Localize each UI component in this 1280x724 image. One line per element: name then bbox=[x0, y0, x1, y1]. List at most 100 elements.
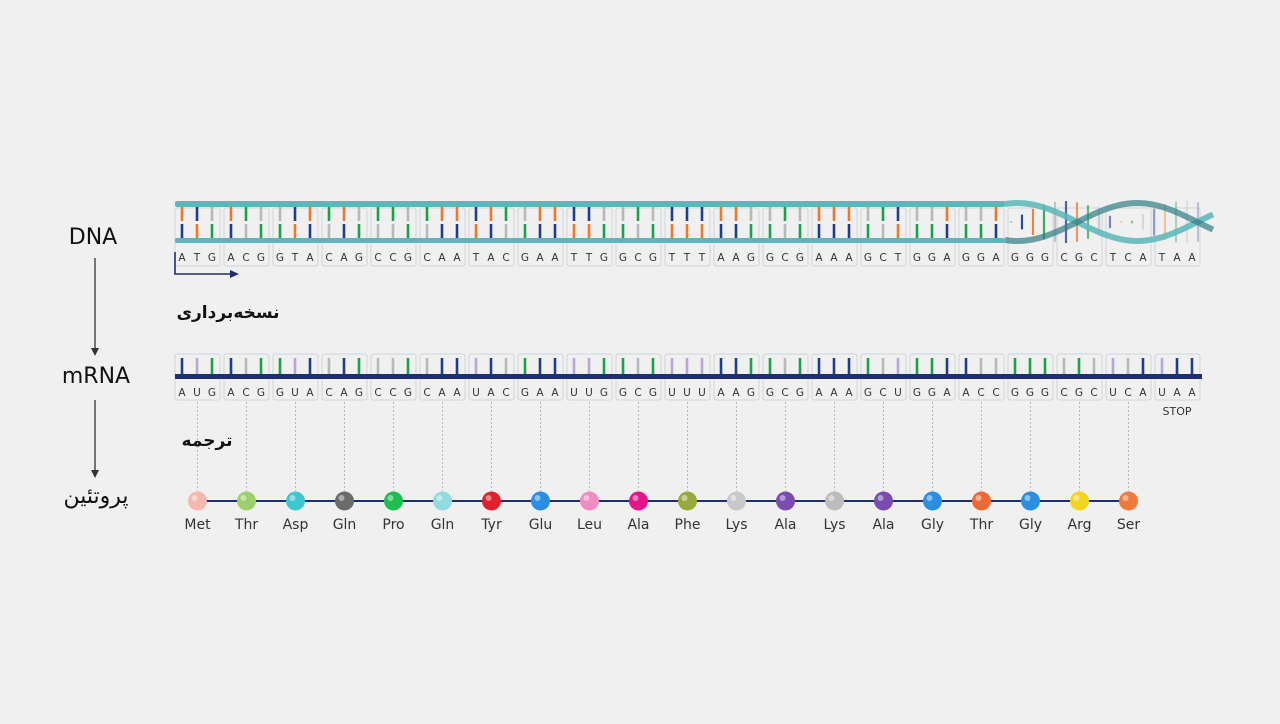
mrna-base-letter: U bbox=[698, 387, 706, 399]
dna-base-letter: G bbox=[600, 252, 608, 264]
amino-acid-bead bbox=[531, 491, 550, 511]
amino-acid-label: Met bbox=[184, 517, 211, 533]
amino-acid-label: Ala bbox=[774, 517, 796, 533]
dna-base-letter: C bbox=[1090, 252, 1097, 264]
mrna-base-letter: C bbox=[325, 387, 332, 399]
mrna-base-letter: A bbox=[943, 387, 951, 399]
mrna-base-letter: G bbox=[649, 387, 657, 399]
dna-base-letter: A bbox=[845, 252, 853, 264]
dna-base-letter: A bbox=[815, 252, 823, 264]
dna-base-letter: G bbox=[521, 252, 529, 264]
mrna-base-letter: C bbox=[1090, 387, 1097, 399]
amino-acid-label: Asp bbox=[283, 517, 309, 533]
amino-acid-bead bbox=[335, 491, 354, 511]
bead-highlight bbox=[1024, 495, 1031, 501]
amino-acid-bead bbox=[1119, 491, 1138, 511]
amino-acid-label: Ala bbox=[872, 517, 894, 533]
dna-base-letter: A bbox=[1188, 252, 1196, 264]
amino-acid-bead bbox=[482, 491, 501, 511]
dna-base-letter: G bbox=[747, 252, 755, 264]
dna-base-letter: G bbox=[276, 252, 284, 264]
dna-base-letter: G bbox=[619, 252, 627, 264]
dna-base-letter: A bbox=[340, 252, 348, 264]
mrna-base-letter: G bbox=[355, 387, 363, 399]
bead-highlight bbox=[534, 495, 541, 501]
mrna-base-letter: A bbox=[1188, 387, 1196, 399]
bead-highlight bbox=[485, 495, 492, 501]
bead-highlight bbox=[240, 495, 247, 501]
amino-acid-label: Pro bbox=[382, 517, 404, 533]
bead-highlight bbox=[632, 495, 639, 501]
mrna-base-letter: G bbox=[208, 387, 216, 399]
mrna-base-letter: A bbox=[306, 387, 314, 399]
bead-highlight bbox=[191, 495, 198, 501]
dna-base-letter: T bbox=[1109, 252, 1117, 264]
bead-highlight bbox=[877, 495, 884, 501]
dna-base-letter: A bbox=[227, 252, 235, 264]
dna-base-letter: T bbox=[193, 252, 201, 264]
amino-acid-label: Ser bbox=[1117, 517, 1141, 533]
dna-base-letter: G bbox=[913, 252, 921, 264]
amino-acid-label: Arg bbox=[1068, 517, 1092, 533]
dna-base-letter: C bbox=[781, 252, 788, 264]
dna-base-letter: T bbox=[683, 252, 691, 264]
dna-base-letter: G bbox=[355, 252, 363, 264]
mrna-base-letter: G bbox=[747, 387, 755, 399]
amino-acid-bead bbox=[825, 491, 844, 511]
bead-highlight bbox=[828, 495, 835, 501]
amino-acid-bead bbox=[776, 491, 795, 511]
mrna-base-letter: G bbox=[619, 387, 627, 399]
mrna-base-letter: C bbox=[781, 387, 788, 399]
dna-base-letter: C bbox=[502, 252, 509, 264]
mrna-base-letter: A bbox=[845, 387, 853, 399]
mrna-base-letter: G bbox=[1041, 387, 1049, 399]
dna-codon-box bbox=[1007, 207, 1054, 267]
mrna-base-letter: A bbox=[178, 387, 186, 399]
mrna-base-letter: A bbox=[438, 387, 446, 399]
dna-base-letter: A bbox=[551, 252, 559, 264]
dna-base-letter: G bbox=[1011, 252, 1019, 264]
mrna-base-letter: C bbox=[977, 387, 984, 399]
dna-base-letter: G bbox=[208, 252, 216, 264]
mrna-base-letter: C bbox=[423, 387, 430, 399]
amino-acid-label: Gln bbox=[333, 517, 357, 533]
amino-acid-label: Ala bbox=[627, 517, 649, 533]
protein-chain: Met Thr Asp Gln Pro Gln Tyr Glu Leu Ala Phe Lys Ala L… bbox=[184, 402, 1140, 533]
amino-acid-label: Gly bbox=[1019, 517, 1042, 533]
dna-base-letter: T bbox=[570, 252, 578, 264]
mrna-base-letter: G bbox=[521, 387, 529, 399]
dna-label: DNA bbox=[69, 225, 117, 250]
mrna-base-letter: A bbox=[732, 387, 740, 399]
dna-base-letter: G bbox=[766, 252, 774, 264]
dna-base-letter: A bbox=[1139, 252, 1147, 264]
dna-base-letter: G bbox=[1026, 252, 1034, 264]
mrna-base-letter: C bbox=[389, 387, 396, 399]
mrna-base-letter: U bbox=[1109, 387, 1117, 399]
bead-highlight bbox=[1073, 495, 1080, 501]
amino-acid-bead bbox=[1070, 491, 1089, 511]
dna-base-letter: G bbox=[796, 252, 804, 264]
amino-acid-bead bbox=[923, 491, 942, 511]
dna-base-letter: A bbox=[453, 252, 461, 264]
mrna-base-letter: G bbox=[276, 387, 284, 399]
translation-label: ترجمه bbox=[182, 431, 233, 451]
amino-acid-label: Leu bbox=[577, 517, 602, 533]
dna-helix-strand-b bbox=[1004, 200, 1215, 244]
amino-acid-bead bbox=[629, 491, 648, 511]
dna-base-letter: C bbox=[325, 252, 332, 264]
amino-acid-bead bbox=[286, 491, 305, 511]
dna-base-letter: T bbox=[1158, 252, 1166, 264]
bead-highlight bbox=[681, 495, 688, 501]
dna-base-letter: C bbox=[634, 252, 641, 264]
dna-bottom-backbone bbox=[175, 238, 1005, 243]
dna-base-letter: A bbox=[178, 252, 186, 264]
dna-codon-box bbox=[1056, 207, 1103, 267]
bead-highlight bbox=[338, 495, 345, 501]
dna-base-letter: G bbox=[1075, 252, 1083, 264]
mrna-base-letter: U bbox=[570, 387, 578, 399]
dna-base-letter: A bbox=[306, 252, 314, 264]
dna-base-letter: G bbox=[977, 252, 985, 264]
